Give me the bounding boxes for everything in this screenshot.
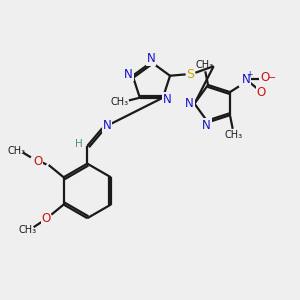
Text: O: O <box>256 85 266 99</box>
Text: −: − <box>268 74 276 83</box>
Text: N: N <box>103 119 112 133</box>
Text: +: + <box>247 70 253 79</box>
Text: N: N <box>124 68 133 81</box>
Text: CH₃: CH₃ <box>19 225 37 235</box>
Text: CH₃: CH₃ <box>196 60 214 70</box>
Text: S: S <box>187 68 194 81</box>
Text: O: O <box>33 155 42 168</box>
Text: N: N <box>147 52 156 65</box>
Text: CH₃: CH₃ <box>111 97 129 107</box>
Text: H: H <box>75 139 83 149</box>
Text: CH₃: CH₃ <box>224 130 242 140</box>
Text: O: O <box>41 212 51 225</box>
Text: N: N <box>163 93 171 106</box>
Text: CH₃: CH₃ <box>8 146 26 155</box>
Text: N: N <box>185 97 194 110</box>
Text: N: N <box>202 119 211 132</box>
Text: O: O <box>260 70 269 84</box>
Text: N: N <box>242 73 251 86</box>
